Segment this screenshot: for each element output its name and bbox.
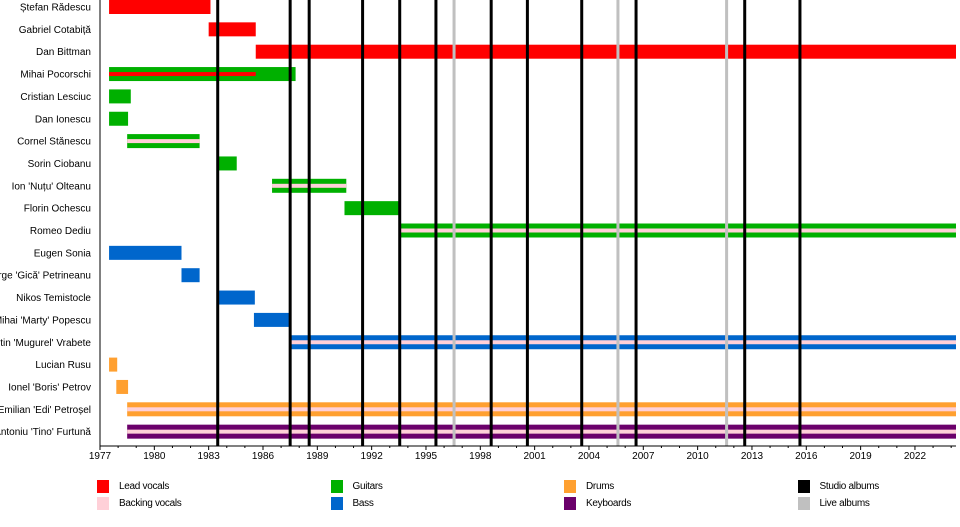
member-bar <box>181 268 200 283</box>
member-label: Mihai Pocorschi <box>20 70 91 81</box>
member-label: Gabriel Cotabiță <box>19 25 92 36</box>
member-label: Lucian Rusu <box>35 360 91 371</box>
member-label: Mihai 'Marty' Popescu <box>0 315 91 326</box>
x-tick-label: 2010 <box>687 451 710 462</box>
member-bar <box>208 22 256 37</box>
member-bar <box>109 89 131 104</box>
member-bar-stripe <box>109 72 256 77</box>
member-bar-stripe <box>127 429 957 434</box>
legend-label: Guitars <box>352 481 383 492</box>
member-bar <box>116 379 129 394</box>
x-tick-label: 2013 <box>741 451 764 462</box>
member-label: Dan Bittman <box>36 47 91 58</box>
legend-item: Keyboards <box>564 497 631 510</box>
member-label: Valentin 'Mugurel' Vrabete <box>0 338 91 349</box>
x-tick-label: 2022 <box>904 451 927 462</box>
member-label: Cristian Lesciuc <box>20 92 91 103</box>
member-label: Ion 'Nuțu' Olteanu <box>12 181 91 192</box>
x-tick-label: 1977 <box>89 451 112 462</box>
member-bar <box>109 0 211 14</box>
x-tick-label: 1989 <box>306 451 329 462</box>
member-label: Romeo Dediu <box>30 226 91 237</box>
x-tick-label: 1998 <box>469 451 492 462</box>
legend-swatch <box>97 497 109 510</box>
member-label: Nikos Temistocle <box>16 293 91 304</box>
legend-label: Live albums <box>819 498 870 509</box>
legend-label: Keyboards <box>586 498 632 509</box>
legend-item: Lead vocals <box>97 480 169 493</box>
member-bar-stripe <box>399 228 957 233</box>
legend-label: Backing vocals <box>119 498 182 509</box>
x-tick-label: 1980 <box>143 451 166 462</box>
member-label: Dan Ionescu <box>35 114 91 125</box>
legend-item: Live albums <box>797 497 870 510</box>
legend-swatch <box>97 480 109 493</box>
member-label: Cornel Stănescu <box>17 137 91 148</box>
member-bar-stripe <box>127 407 957 412</box>
x-tick-label: 2001 <box>524 451 547 462</box>
member-label: Ionel 'Boris' Petrov <box>8 382 91 393</box>
legend-swatch <box>797 497 810 510</box>
x-tick-label: 1995 <box>415 451 438 462</box>
member-bar <box>109 357 118 372</box>
member-label: Antoniu 'Tino' Furtună <box>0 427 91 438</box>
legend-item: Bass <box>330 497 374 510</box>
member-label: Eugen Sonia <box>34 248 92 259</box>
member-bar <box>217 156 237 171</box>
member-bar-stripe <box>127 139 200 144</box>
legend-label: Drums <box>586 481 614 492</box>
legend-swatch <box>564 480 576 493</box>
member-label: Ștefan Rădescu <box>20 3 91 14</box>
member-label: Sorin Ciobanu <box>28 159 91 170</box>
member-label: Emilian 'Edi' Petroșel <box>0 405 91 416</box>
legend-swatch <box>330 497 343 510</box>
timeline-chart: Ștefan Rădescu Gabriel Cotabiță Dan Bittma… <box>0 0 957 462</box>
legend-label: Studio albums <box>819 481 880 492</box>
x-tick-label: 1992 <box>361 451 384 462</box>
member-bar <box>255 44 957 59</box>
member-bar <box>253 312 292 327</box>
legend-label: Bass <box>352 498 374 509</box>
legend-label: Lead vocals <box>119 481 170 492</box>
member-label: George 'Gică' Petrineanu <box>0 271 91 282</box>
legend-item: Backing vocals <box>97 497 182 510</box>
member-bar-stripe <box>290 340 956 345</box>
x-tick-label: 1986 <box>252 451 275 462</box>
x-tick-label: 2007 <box>632 451 655 462</box>
legend-item: Guitars <box>330 480 383 493</box>
x-tick-label: 2004 <box>578 451 601 462</box>
member-bar <box>217 290 255 305</box>
legend-item: Studio albums <box>797 480 880 493</box>
legend-swatch <box>330 480 343 493</box>
legend-item: Drums <box>564 480 614 493</box>
legend-swatch <box>564 497 576 510</box>
member-bar <box>344 201 400 216</box>
member-bar <box>109 245 182 260</box>
x-tick-label: 1983 <box>198 451 221 462</box>
x-tick-label: 2016 <box>795 451 818 462</box>
member-label: Florin Ochescu <box>24 204 91 215</box>
legend-swatch <box>797 480 810 493</box>
x-tick-label: 2019 <box>849 451 872 462</box>
member-bar <box>109 111 129 126</box>
